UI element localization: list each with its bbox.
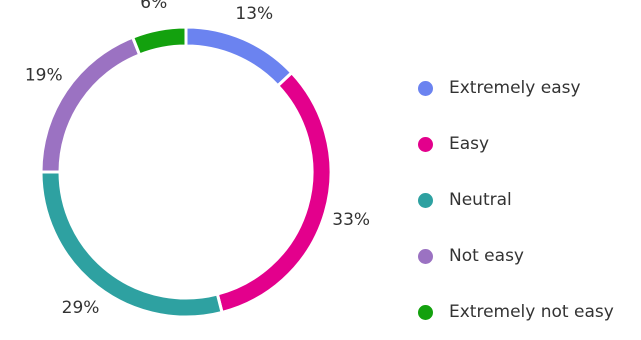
legend-item-extremely-easy[interactable]: Extremely easy <box>418 60 614 116</box>
legend-item-neutral[interactable]: Neutral <box>418 172 614 228</box>
legend-label: Extremely not easy <box>449 302 614 322</box>
donut-slice-extremely-not-easy[interactable] <box>130 25 188 57</box>
legend-swatch <box>418 248 433 264</box>
legend-swatch <box>418 192 433 208</box>
slice-percent-label-easy: 33% <box>332 210 370 230</box>
legend-item-not-easy[interactable]: Not easy <box>418 228 614 284</box>
legend-swatch <box>418 80 433 96</box>
legend-label: Not easy <box>449 246 524 266</box>
legend-item-extremely-not-easy[interactable]: Extremely not easy <box>418 284 614 340</box>
legend-label: Easy <box>449 134 490 154</box>
legend-label: Extremely easy <box>449 78 581 98</box>
donut-slice-not-easy[interactable] <box>39 35 142 174</box>
slice-percent-label-extremely-not-easy: 6% <box>140 0 167 13</box>
slice-percent-label-extremely-easy: 13% <box>235 4 273 24</box>
donut-chart: 13% 33% 29% 19% 6% <box>25 0 370 319</box>
slice-percent-label-neutral: 29% <box>62 298 100 318</box>
legend-swatch <box>418 136 433 152</box>
donut-slice-extremely-easy[interactable] <box>184 25 294 88</box>
chart-legend: Extremely easy Easy Neutral Not easy Ext… <box>418 60 614 340</box>
donut-slice-easy[interactable] <box>215 70 333 315</box>
legend-swatch <box>418 304 433 320</box>
donut-slice-neutral[interactable] <box>39 170 224 319</box>
legend-label: Neutral <box>449 190 512 210</box>
legend-item-easy[interactable]: Easy <box>418 116 614 172</box>
slice-percent-label-not-easy: 19% <box>25 65 63 85</box>
